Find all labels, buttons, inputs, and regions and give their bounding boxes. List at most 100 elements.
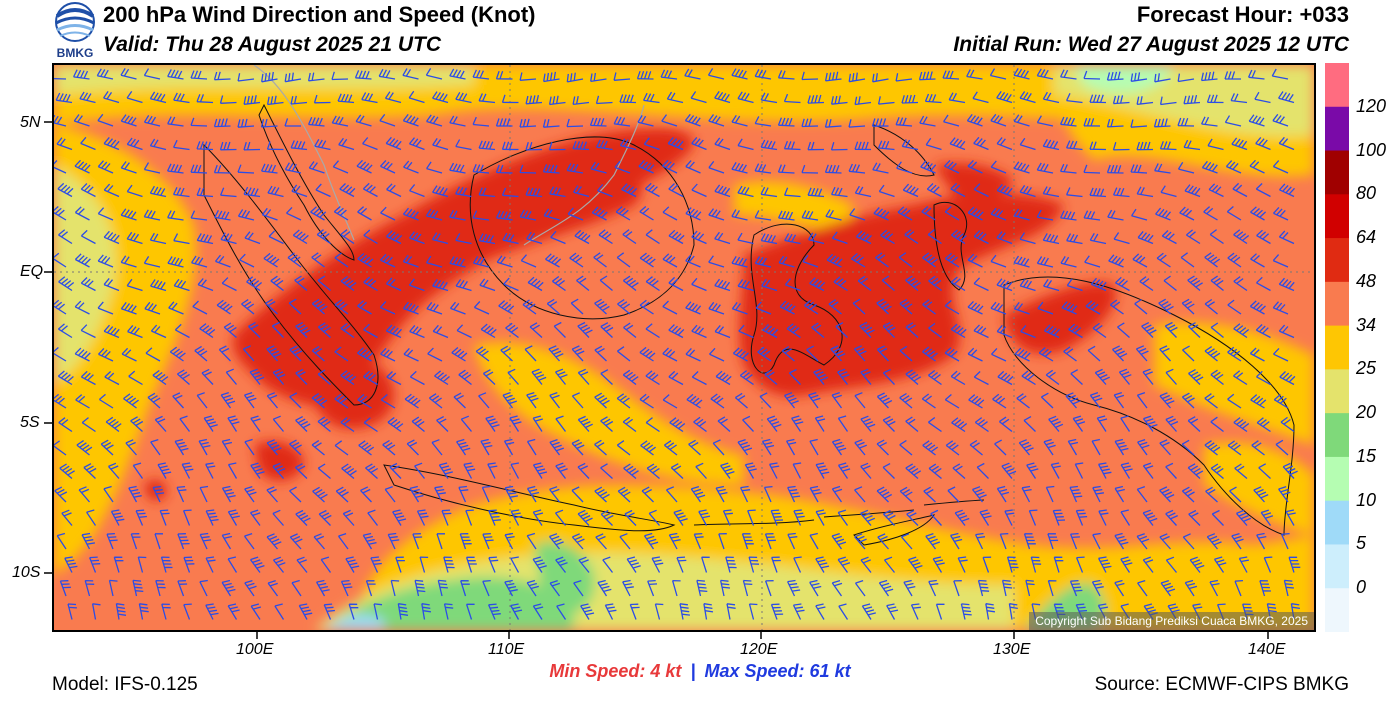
wind-barb xyxy=(761,278,778,292)
wind-barb xyxy=(105,416,122,433)
wind-barb xyxy=(1045,485,1055,503)
wind-barb xyxy=(1254,91,1271,104)
wind-barb xyxy=(268,230,284,245)
wind-barb xyxy=(150,279,167,292)
wind-barb xyxy=(1131,208,1148,221)
wind-barb xyxy=(645,276,660,292)
wind-barb xyxy=(974,417,989,433)
wind-barb xyxy=(181,462,194,479)
wind-barb xyxy=(990,207,1007,221)
wind-barb xyxy=(577,509,593,526)
wind-barb xyxy=(594,486,610,503)
wind-barb xyxy=(599,275,613,291)
wind-barb xyxy=(617,486,631,503)
wind-barb xyxy=(759,392,772,409)
wind-barb xyxy=(1207,138,1224,151)
wind-barb xyxy=(199,323,216,339)
wind-barb xyxy=(626,556,641,573)
wind-barb xyxy=(877,533,889,550)
wind-barb xyxy=(925,532,941,550)
wind-barb xyxy=(149,138,167,151)
wind-barb xyxy=(899,392,913,409)
wind-barb xyxy=(1225,160,1242,174)
wind-barb xyxy=(1278,277,1295,292)
wind-barb xyxy=(573,185,590,198)
wind-barb xyxy=(218,345,231,362)
wind-barb xyxy=(414,579,426,597)
wind-barb xyxy=(1089,141,1107,151)
wind-barb xyxy=(1013,68,1030,80)
wind-barb xyxy=(996,137,1013,151)
wind-barb xyxy=(996,324,1013,339)
wind-barb xyxy=(460,415,473,432)
wind-barb xyxy=(1069,579,1083,597)
wind-barb xyxy=(792,462,802,479)
wind-barb xyxy=(1023,533,1036,550)
wind-barb xyxy=(1142,509,1158,526)
wind-barb xyxy=(378,68,396,80)
wind-barb xyxy=(638,160,655,174)
wind-barb xyxy=(1187,322,1201,338)
wind-barb xyxy=(685,207,702,221)
wind-barb xyxy=(950,323,967,339)
wind-barb xyxy=(213,118,231,128)
wind-barb xyxy=(685,301,702,315)
wind-barb xyxy=(482,532,494,550)
wind-barb xyxy=(1201,160,1218,174)
wind-barb xyxy=(125,439,137,456)
wind-barb xyxy=(358,440,375,456)
wind-barb xyxy=(815,603,826,620)
wind-barb xyxy=(216,299,233,315)
wind-barb xyxy=(409,485,424,503)
wind-barb xyxy=(83,463,97,479)
wind-barb xyxy=(548,533,564,550)
wind-barb xyxy=(1188,369,1204,385)
wind-barb xyxy=(737,185,754,198)
wind-barb xyxy=(510,462,520,479)
wind-barb xyxy=(1013,114,1030,127)
wind-barb xyxy=(602,556,614,573)
wind-barb xyxy=(926,183,942,198)
wind-barb xyxy=(363,276,378,292)
wind-barb xyxy=(434,485,446,503)
wind-barb xyxy=(857,275,872,292)
wind-barb xyxy=(199,485,209,503)
wind-barb xyxy=(135,509,147,526)
wind-barb xyxy=(1224,115,1242,127)
wind-barb xyxy=(1187,275,1203,291)
wind-barb xyxy=(426,302,443,315)
wind-barb xyxy=(57,370,74,386)
wind-barb xyxy=(708,161,725,174)
wind-barb xyxy=(644,182,660,198)
wind-barb xyxy=(1120,556,1133,573)
wind-barb xyxy=(292,229,309,245)
wind-barb xyxy=(149,232,167,245)
wind-barb xyxy=(1060,163,1077,174)
wind-barb xyxy=(875,252,889,268)
wind-barb xyxy=(549,486,561,503)
wind-barb xyxy=(1164,321,1178,338)
wind-barb xyxy=(386,230,403,245)
wind-barb xyxy=(571,439,585,456)
wind-barb xyxy=(190,70,208,80)
wind-barb xyxy=(566,163,584,174)
wind-barb xyxy=(510,556,520,573)
wind-barb xyxy=(811,322,825,339)
wind-barb xyxy=(1089,94,1107,104)
wind-barb xyxy=(1278,485,1291,503)
wind-barb xyxy=(600,369,613,385)
wind-barb xyxy=(532,462,548,479)
wind-barb xyxy=(183,556,195,573)
wind-barb xyxy=(333,206,349,221)
wind-barb xyxy=(801,164,819,174)
wind-barb xyxy=(1137,579,1148,597)
wind-barb xyxy=(205,462,216,479)
colorbar-label: 5 xyxy=(1356,533,1367,554)
wind-barb xyxy=(1271,68,1289,80)
wind-barb xyxy=(738,324,754,339)
lon-label: 100E xyxy=(236,641,274,658)
wind-barb xyxy=(598,229,613,245)
wind-barb xyxy=(526,231,543,245)
wind-barb xyxy=(576,275,590,292)
wind-barb xyxy=(809,579,822,597)
